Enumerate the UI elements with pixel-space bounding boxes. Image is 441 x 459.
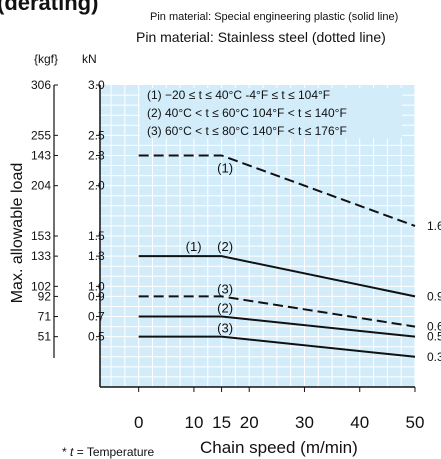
- series-line-plastic-3: [138, 335, 416, 358]
- note-text: = Temperature: [73, 445, 154, 459]
- y-tick-label-kgf: 143: [31, 148, 51, 162]
- y-tick-label-kn: 3.0: [88, 78, 105, 92]
- x-tick-label: 0: [134, 413, 143, 432]
- y-tick-label-kn: 2.0: [88, 179, 105, 193]
- note-symbol: t: [70, 445, 74, 459]
- series-end-label: 0.6: [427, 320, 441, 334]
- y-tick-label-kn: 2.3: [88, 148, 105, 162]
- legend-entry: (3) 60°C < t ≤ 80°C 140°F < t ≤ 176°F: [147, 124, 347, 138]
- x-tick-label: 20: [240, 413, 259, 432]
- subtitle-steel: Pin material: Stainless steel (dotted li…: [136, 29, 386, 45]
- x-tick-label: 50: [406, 413, 425, 432]
- y-tick-label-kgf: 133: [31, 249, 51, 263]
- series-line-plastic-2: [138, 315, 416, 338]
- note-prefix: *: [62, 445, 70, 459]
- legend-entry: (1) −20 ≤ t ≤ 40°C -4°F ≤ t ≤ 104°F: [147, 88, 330, 102]
- y-tick-label-kgf: 71: [38, 310, 52, 324]
- y-tick-label-kgf: 306: [31, 78, 51, 92]
- legend-entry: (2) 40°C < t ≤ 60°C 104°F < t ≤ 140°F: [147, 106, 347, 120]
- series-end-label: 0.5: [427, 330, 441, 344]
- series-line-steel-1: [138, 154, 416, 227]
- series-line-plastic-1: [138, 255, 416, 298]
- partial-title: (derating): [0, 0, 98, 15]
- curve-label: (2): [217, 239, 233, 254]
- x-tick-label: 30: [295, 413, 314, 432]
- y-tick-label-kn: 0.9: [88, 289, 105, 303]
- y-tick-label-kn: 2.5: [88, 128, 105, 142]
- curve-label: (1): [217, 161, 233, 176]
- subtitle-plastic: Pin material: Special engineering plasti…: [150, 11, 398, 23]
- y-tick-label-kn: 0.7: [88, 310, 105, 324]
- y-tick-label-kgf: 102: [31, 279, 51, 293]
- series-end-label: 0.3: [427, 350, 441, 364]
- series-end-label: 1.6: [427, 219, 441, 233]
- y-tick-label-kgf: 204: [31, 179, 51, 193]
- y-tick-label-kn: 0.5: [88, 330, 105, 344]
- y-tick-label-kn: 1.3: [88, 249, 105, 263]
- x-tick-label: 10: [184, 413, 203, 432]
- series-line-steel-2-3: [138, 295, 416, 328]
- unit-kgf: {kgf}: [34, 52, 58, 66]
- y-tick-label-kgf: 255: [31, 128, 51, 142]
- unit-kn: kN: [82, 52, 97, 66]
- curve-label: (2): [217, 301, 233, 316]
- curve-label: (3): [217, 321, 233, 336]
- y-tick-label-kn: 1.5: [88, 229, 105, 243]
- temperature-note: * t = Temperature: [62, 445, 155, 459]
- y-tick-label-kn: 1.0: [88, 279, 105, 293]
- y-tick-label-kgf: 153: [31, 229, 51, 243]
- y-axis-label: Max. allowable load: [9, 163, 26, 304]
- x-axis-label: Chain speed (m/min): [200, 438, 358, 457]
- y-tick-label-kgf: 92: [38, 289, 52, 303]
- series-end-label: 0.9: [427, 289, 441, 303]
- x-tick-label: 15: [212, 413, 231, 432]
- x-tick-label: 40: [350, 413, 369, 432]
- y-tick-label-kgf: 51: [38, 330, 52, 344]
- legend-box: [140, 88, 402, 138]
- curve-label: (3): [217, 281, 233, 296]
- curve-label: (1): [186, 239, 202, 254]
